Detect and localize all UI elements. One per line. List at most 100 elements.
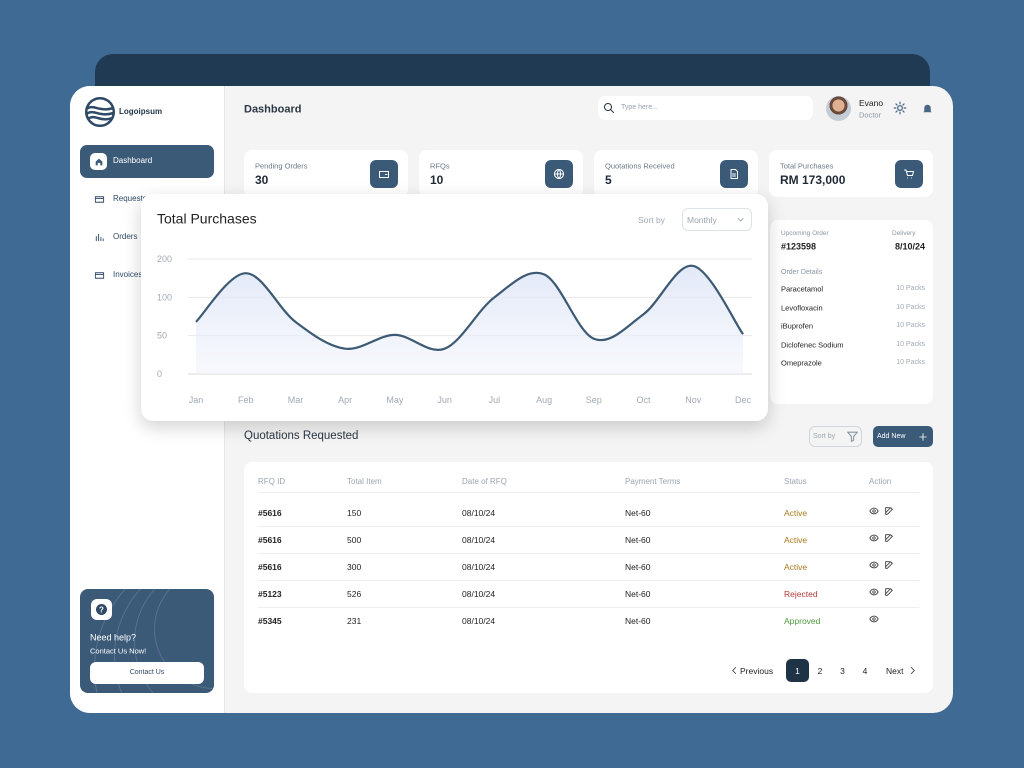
add-button[interactable] [873,426,933,447]
edit-icon-shape [885,561,893,569]
line [195,264,744,351]
x-tick-label: Jan [189,395,204,405]
rfq-id: #5123 [258,588,282,599]
user-name: Evano [859,97,884,108]
sort-label: Sort by [638,214,665,225]
add-label[interactable]: Add New [877,432,906,440]
nav-icon-shape [95,233,104,241]
stat-value: 10 [430,172,444,187]
y-tick-label: 0 [157,369,162,379]
stat-icon-bg [895,160,923,188]
section-title: Quotations Requested [244,430,359,443]
y-tick-label: 200 [157,254,172,264]
chevron-right-shape [910,666,915,674]
view-icon[interactable] [869,560,879,570]
nav-item[interactable]: Orders [113,232,138,242]
stat-label: RFQs [430,161,450,171]
column-header: Payment Terms [625,477,681,487]
x-tick-label: Feb [238,395,254,405]
sort-label[interactable]: Sort by [813,432,836,440]
help-icon-q: ? [99,605,104,614]
view-icon-shape [869,507,879,515]
item-qty: 10 Packs [896,284,925,292]
edit-icon[interactable] [884,506,894,516]
next-button[interactable]: Next [886,665,904,676]
filter-icon-shape [846,431,858,442]
search-box[interactable] [598,96,813,120]
contact-button[interactable] [90,662,204,684]
chevron-right [910,666,915,674]
y-tick-label: 100 [157,292,172,302]
delivery-date: 8/10/24 [894,241,925,252]
edit-icon[interactable] [884,587,894,597]
chart-title: Total Purchases [157,210,257,227]
sort-select[interactable] [682,208,752,231]
view-icon[interactable] [869,533,879,543]
item-qty: 10 Packs [896,321,925,329]
contact-button-label[interactable]: Contact Us [129,668,165,676]
previous-button[interactable]: Previous [740,665,774,676]
select-chevron-shape [737,217,743,221]
stat-label: Quotations Received [605,161,675,171]
total-items: 150 [347,507,362,518]
delivery-label: Delivery [892,230,916,238]
total-items: 300 [347,561,362,572]
view-icon[interactable] [869,614,879,624]
search-placeholder[interactable]: Type here... [621,103,658,111]
status: Rejected [784,588,818,599]
edit-icon[interactable] [884,560,894,570]
status: Approved [784,615,821,626]
status: Active [784,561,808,572]
edit-icon[interactable] [884,533,894,543]
view-icon[interactable] [869,587,879,597]
x-tick-label: Aug [536,395,552,405]
stat-value: RM 173,000 [780,172,846,187]
y-tick-label: 50 [157,331,167,341]
row-divider [258,526,919,527]
page-number[interactable]: 3 [840,665,845,676]
stat-value: 5 [605,172,612,187]
upcoming-card [770,220,933,404]
rfq-date: 08/10/24 [462,588,496,599]
payment-terms: Net-60 [625,534,651,545]
stat-icon-bg [370,160,398,188]
row-divider [258,580,919,581]
total-items: 500 [347,534,362,545]
stat-icon-shape [730,169,738,179]
home-icon-shape [95,158,102,165]
item-name: iBuprofen [781,321,814,331]
item-qty: 10 Packs [896,358,925,366]
home-icon [95,158,102,165]
page-number[interactable]: 4 [862,665,868,676]
stat-icon [730,169,738,179]
sort-button[interactable] [809,426,862,447]
total-items: 526 [347,588,362,599]
details-label: Order Details [781,268,823,276]
stat-icon [904,169,914,179]
view-icon[interactable] [869,506,879,516]
x-tick-label: Jul [489,395,501,405]
help-subtitle: Contact Us Now! [90,646,147,656]
x-tick-label: Apr [338,395,352,405]
nav-item[interactable]: Dashboard [113,156,153,166]
edit-icon-shape [885,534,893,542]
logo-mark-shape [85,97,115,127]
bell-icon-shape [922,104,932,113]
page-number[interactable]: 1 [795,665,800,676]
bell-icon [922,104,932,113]
stat-icon-shape [904,169,914,179]
row-divider [258,607,919,608]
nav-icon [95,233,104,241]
payment-terms: Net-60 [625,615,651,626]
item-name: Levofloxacin [781,303,823,312]
page-number[interactable]: 2 [817,665,823,676]
sort-value[interactable]: Monthly [687,214,717,225]
table-card [244,462,933,693]
nav-item[interactable]: Invoices [113,270,143,280]
stat-label: Total Purchases [780,161,834,171]
nav-icon-shape [94,271,104,279]
nav-item[interactable]: Requests [113,194,147,204]
settings-icon-shape [893,101,907,115]
search-icon-shape [604,103,614,113]
